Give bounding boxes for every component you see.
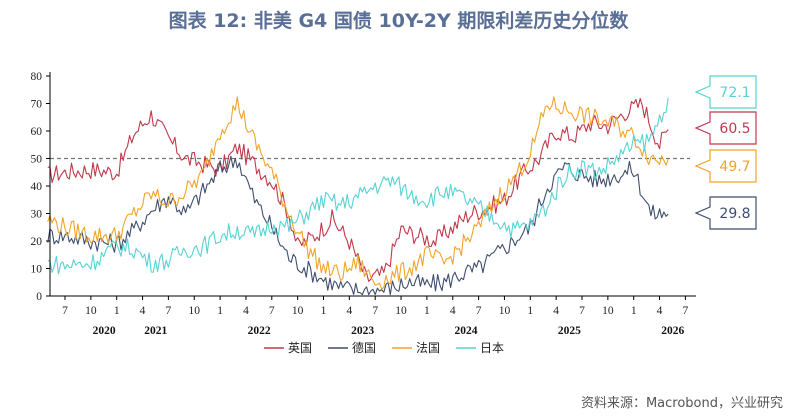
y-tick-label: 50 — [31, 154, 43, 166]
callout-value: 60.5 — [719, 121, 750, 137]
callout-英国: 60.5 — [694, 111, 757, 145]
callout-德国: 29.8 — [694, 196, 757, 230]
callout-box — [694, 149, 757, 183]
axis-layer: 0 10 20 30 40 50 60 70 80 7 10 1 4 7 10 1 4 7 10 1 4 7 10 1 4 7 10… — [31, 71, 696, 337]
x-tick-label: 4 — [140, 305, 146, 317]
series-line-法国 — [47, 96, 669, 290]
legend-label: 英国 — [288, 341, 312, 355]
callout-日本: 72.1 — [694, 75, 757, 109]
x-tick-label: 7 — [166, 305, 172, 317]
y-tick-label: 10 — [31, 264, 43, 276]
year-label: 2022 — [248, 325, 271, 337]
x-tick-label: 1 — [321, 305, 327, 317]
legend-label: 日本 — [480, 341, 504, 355]
year-label: 2025 — [558, 325, 581, 337]
callout-box — [694, 196, 757, 230]
y-tick-label: 80 — [31, 71, 43, 83]
year-label: 2020 — [93, 325, 116, 337]
x-tick-label: 4 — [657, 305, 663, 317]
x-tick-label: 7 — [269, 305, 275, 317]
x-tick-label: 1 — [217, 305, 223, 317]
x-tick-label: 4 — [243, 305, 249, 317]
x-tick-label: 7 — [62, 305, 68, 317]
x-tick-label: 10 — [189, 305, 201, 317]
y-tick-label: 20 — [31, 236, 43, 248]
legend-item-日本: 日本 — [456, 341, 504, 355]
x-tick-label: 7 — [372, 305, 378, 317]
x-tick-label: 1 — [527, 305, 533, 317]
series-layer — [47, 96, 669, 296]
legend-label: 德国 — [352, 340, 376, 355]
series-line-德国 — [47, 155, 669, 296]
legend-item-德国: 德国 — [328, 340, 376, 355]
x-tick-label: 7 — [579, 305, 585, 317]
x-tick-label: 10 — [292, 305, 304, 317]
x-tick-label: 10 — [395, 305, 407, 317]
y-tick-label: 0 — [36, 291, 42, 303]
series-line-日本 — [47, 97, 669, 275]
year-label: 2026 — [661, 325, 684, 337]
y-tick-label: 60 — [31, 126, 43, 138]
series-line-英国 — [47, 97, 669, 282]
callout-box — [694, 75, 757, 109]
x-tick-label: 7 — [476, 305, 482, 317]
chart-title: 图表 12: 非美 G4 国债 10Y-2Y 期限利差历史分位数 — [168, 10, 629, 32]
callout-value: 29.8 — [719, 206, 750, 222]
legend-item-法国: 法国 — [392, 341, 440, 355]
callout-法国: 49.7 — [694, 149, 757, 183]
callout-value: 72.1 — [719, 85, 750, 101]
legend: 英国 德国 法国 日本 — [264, 340, 504, 355]
source-note: 资料来源：Macrobond，兴业研究 — [580, 396, 783, 411]
x-tick-label: 10 — [602, 305, 614, 317]
x-tick-label: 10 — [499, 305, 511, 317]
callout-box — [694, 111, 757, 145]
year-label: 2024 — [454, 325, 477, 337]
callout-layer: 60.5 29.8 49.7 72.1 — [694, 75, 757, 230]
y-tick-label: 70 — [31, 99, 43, 111]
x-tick-label: 4 — [450, 305, 456, 317]
x-tick-label: 10 — [85, 305, 97, 317]
x-tick-label: 1 — [424, 305, 430, 317]
x-tick-label: 7 — [683, 305, 689, 317]
legend-item-英国: 英国 — [264, 341, 312, 355]
y-tick-label: 30 — [31, 209, 43, 221]
x-tick-label: 4 — [346, 305, 352, 317]
year-label: 2023 — [351, 325, 374, 337]
legend-label: 法国 — [416, 341, 440, 355]
x-tick-label: 1 — [114, 305, 120, 317]
x-tick-label: 1 — [631, 305, 637, 317]
year-label: 2021 — [144, 325, 167, 337]
x-tick-label: 4 — [553, 305, 559, 317]
y-tick-label: 40 — [31, 181, 43, 193]
callout-value: 49.7 — [719, 159, 750, 175]
